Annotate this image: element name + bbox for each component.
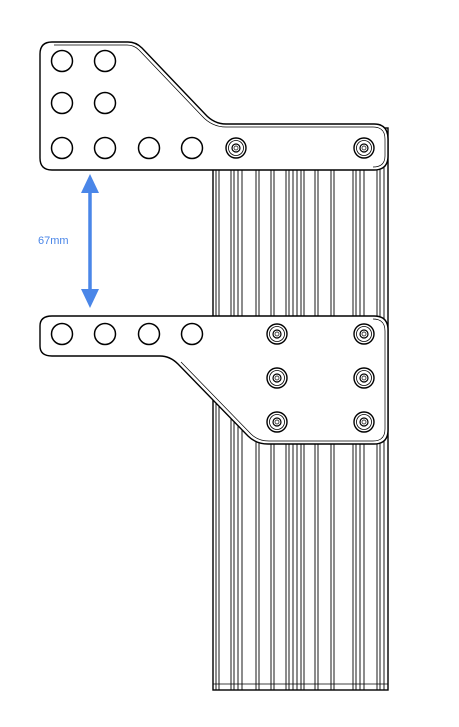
mounting-hole xyxy=(50,91,74,115)
mounting-hole xyxy=(137,136,161,160)
bolt-head xyxy=(266,367,288,389)
mounting-hole xyxy=(93,322,117,346)
dimension-arrowhead-bottom xyxy=(81,289,99,308)
mounting-hole xyxy=(93,136,117,160)
dimension-arrow xyxy=(81,174,99,308)
dimension-arrowhead-top xyxy=(81,174,99,193)
bolt-head xyxy=(225,137,247,159)
mounting-hole xyxy=(180,322,204,346)
upper-plate-holes xyxy=(50,49,204,160)
lower-plate-holes xyxy=(50,322,204,346)
bolt-head xyxy=(353,137,375,159)
lower-plate xyxy=(39,315,389,445)
mounting-hole xyxy=(93,91,117,115)
lower-plate-inner-edge xyxy=(180,318,386,442)
dimension-label: 67mm xyxy=(38,235,69,247)
bolt-head xyxy=(353,411,375,433)
mounting-hole xyxy=(50,322,74,346)
bolt-head xyxy=(353,323,375,345)
lower-plate-bolts xyxy=(266,323,375,433)
mounting-hole xyxy=(50,136,74,160)
mounting-hole xyxy=(137,322,161,346)
mounting-hole xyxy=(180,136,204,160)
mounting-hole xyxy=(50,49,74,73)
mounting-hole xyxy=(93,49,117,73)
lower-plate-outline xyxy=(39,315,389,445)
bolt-head xyxy=(266,411,288,433)
bolt-head xyxy=(353,367,375,389)
upper-plate xyxy=(39,41,389,171)
upper-plate-inner-edge xyxy=(54,44,386,168)
bolt-head xyxy=(266,323,288,345)
upper-plate-bolts xyxy=(225,137,375,159)
upper-plate-outline xyxy=(39,41,389,171)
